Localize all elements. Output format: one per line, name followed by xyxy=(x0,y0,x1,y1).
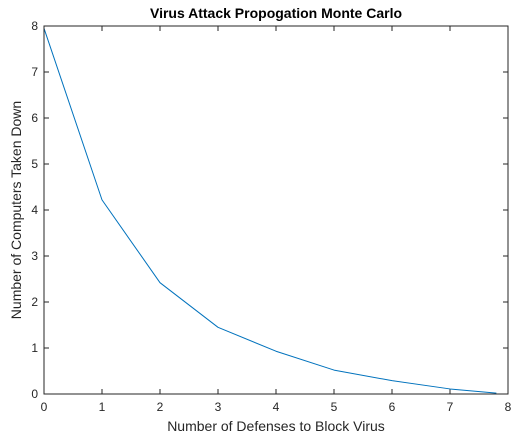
y-tick-label: 6 xyxy=(31,111,38,125)
series-group xyxy=(43,28,497,394)
y-axis-label: Number of Computers Taken Down xyxy=(8,101,24,319)
x-tick-label: 6 xyxy=(389,400,396,414)
y-tick-label: 4 xyxy=(31,203,38,217)
y-tick-label: 5 xyxy=(31,157,38,171)
x-tick-label: 5 xyxy=(331,400,338,414)
y-tick-label: 0 xyxy=(31,387,38,401)
x-tick-label: 3 xyxy=(215,400,222,414)
plot-border xyxy=(43,25,509,395)
x-tick-label: 0 xyxy=(41,400,48,414)
series-line xyxy=(43,28,497,394)
y-tick-label: 1 xyxy=(31,341,38,355)
plot-area xyxy=(44,26,508,394)
chart-title: Virus Attack Propogation Monte Carlo xyxy=(150,5,402,21)
x-tick-label: 7 xyxy=(447,400,454,414)
y-tick-label: 7 xyxy=(31,65,38,79)
y-tick-label: 2 xyxy=(31,295,38,309)
y-tick-label: 3 xyxy=(31,249,38,263)
x-tick-label: 4 xyxy=(273,400,280,414)
x-tick-label: 1 xyxy=(99,400,106,414)
x-tick-label: 8 xyxy=(505,400,512,414)
y-tick-label: 8 xyxy=(31,19,38,33)
x-axis-label: Number of Defenses to Block Virus xyxy=(167,418,385,434)
x-tick-label: 2 xyxy=(157,400,164,414)
